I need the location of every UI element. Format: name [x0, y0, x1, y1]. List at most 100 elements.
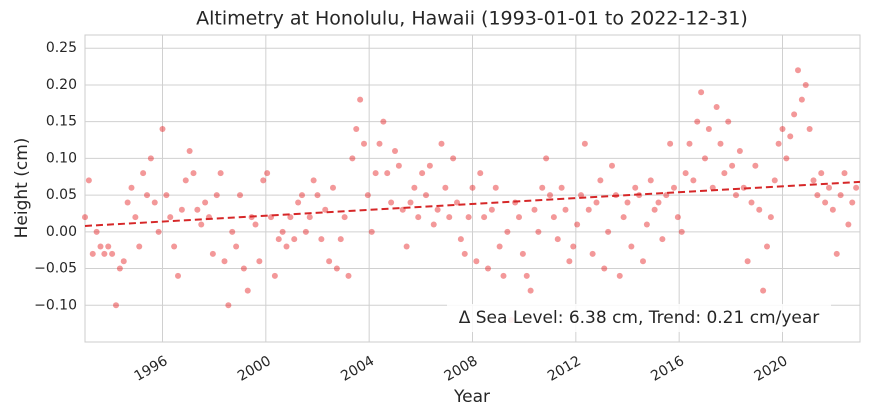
data-point: [430, 221, 437, 228]
data-point: [167, 214, 174, 221]
data-point: [527, 287, 534, 294]
data-point: [333, 265, 340, 272]
data-point: [624, 199, 631, 206]
data-point: [605, 228, 612, 235]
data-point: [264, 170, 271, 177]
data-point: [186, 148, 193, 155]
data-point: [275, 236, 282, 243]
data-point: [488, 206, 495, 213]
data-point: [372, 170, 379, 177]
data-point: [829, 206, 836, 213]
data-point: [140, 170, 147, 177]
y-tick-label: −0.10: [34, 297, 77, 313]
data-point: [388, 199, 395, 206]
data-point: [306, 214, 313, 221]
annotation-box: [447, 304, 831, 332]
data-point: [550, 214, 557, 221]
data-point: [310, 177, 317, 184]
data-point: [392, 148, 398, 155]
x-tick-label: 2008: [442, 353, 481, 385]
data-point: [477, 170, 484, 177]
data-point: [767, 214, 774, 221]
data-point: [415, 214, 422, 221]
data-point: [120, 258, 127, 265]
data-point: [113, 302, 119, 309]
data-point: [543, 155, 550, 162]
data-point: [760, 287, 767, 294]
data-point: [190, 170, 197, 177]
data-point: [124, 199, 131, 206]
data-point: [438, 140, 445, 147]
data-point: [426, 162, 433, 169]
data-point: [271, 272, 278, 279]
y-tick-label: 0.00: [46, 224, 77, 240]
data-point: [295, 199, 302, 206]
data-point: [837, 192, 844, 199]
data-point: [798, 96, 805, 103]
data-point: [779, 126, 786, 133]
data-point: [566, 258, 573, 265]
data-point: [82, 214, 88, 221]
data-point: [547, 192, 553, 199]
data-point: [198, 221, 205, 228]
data-point: [353, 126, 360, 133]
data-point: [182, 177, 189, 184]
data-point: [535, 228, 542, 235]
x-axis-label: Year: [453, 387, 490, 407]
data-point: [516, 214, 522, 221]
data-point: [678, 228, 685, 235]
data-point: [806, 126, 813, 133]
data-point: [349, 155, 356, 162]
data-point: [531, 206, 538, 213]
data-point: [826, 184, 832, 191]
data-point: [442, 184, 449, 191]
data-point: [384, 170, 391, 177]
data-point: [202, 199, 209, 206]
data-point: [97, 243, 104, 250]
data-point: [423, 192, 429, 199]
data-point: [155, 228, 162, 235]
data-point: [244, 287, 251, 294]
data-point: [411, 184, 418, 191]
data-point: [326, 258, 333, 265]
data-point: [291, 236, 298, 243]
data-point: [136, 243, 143, 250]
data-point: [209, 250, 216, 257]
data-point: [132, 214, 139, 221]
data-point: [729, 162, 736, 169]
data-point: [492, 184, 499, 191]
data-point: [213, 192, 220, 199]
data-point: [756, 206, 763, 213]
data-point: [539, 184, 546, 191]
y-tick-label: 0.25: [46, 40, 77, 56]
data-point: [299, 192, 305, 199]
annotation: Δ Sea Level: 6.38 cm, Trend: 0.21 cm/yea…: [459, 308, 820, 328]
data-point: [407, 199, 414, 206]
data-point: [748, 199, 755, 206]
data-point: [380, 118, 387, 125]
data-point: [783, 155, 790, 162]
data-point: [128, 184, 135, 191]
data-point: [721, 170, 728, 177]
data-point: [237, 192, 243, 199]
data-point: [314, 192, 321, 199]
data-point: [368, 228, 375, 235]
data-point: [853, 184, 860, 191]
data-point: [194, 206, 201, 213]
data-point: [318, 236, 325, 243]
x-tick-label: 2020: [752, 353, 791, 385]
data-point: [795, 67, 801, 74]
data-point: [601, 265, 608, 272]
data-point: [500, 272, 507, 279]
data-point: [667, 140, 674, 147]
data-point: [457, 236, 464, 243]
data-point: [151, 199, 158, 206]
data-point: [651, 206, 658, 213]
data-point: [109, 250, 116, 257]
data-point: [461, 250, 468, 257]
data-point: [814, 192, 821, 199]
data-point: [364, 192, 371, 199]
data-point: [485, 265, 491, 272]
